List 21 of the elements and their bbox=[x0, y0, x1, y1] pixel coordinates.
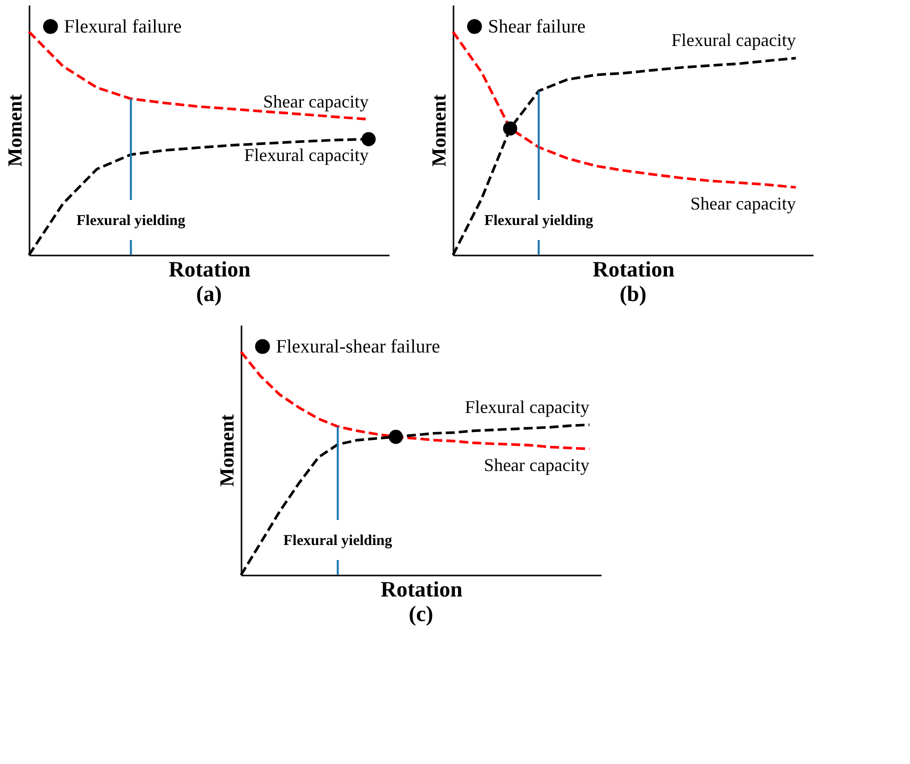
series-label: Shear capacity bbox=[263, 91, 369, 112]
y-axis-title: Moment bbox=[216, 414, 238, 487]
y-axis-title: Moment bbox=[4, 94, 26, 167]
text: Flexural yielding bbox=[283, 533, 392, 549]
text: (a) bbox=[196, 281, 222, 306]
legend-label: Shear failure bbox=[488, 16, 586, 38]
series-label: Shear capacity bbox=[690, 193, 796, 214]
text: (b) bbox=[620, 281, 646, 306]
series-label: Flexural capacity bbox=[671, 30, 796, 50]
x-axis-title: Rotation bbox=[168, 256, 250, 282]
series-label: Shear capacity bbox=[484, 454, 590, 475]
legend-label: Flexural failure bbox=[64, 16, 182, 38]
x-axis-title: Rotation bbox=[592, 256, 674, 282]
y-axis-title: Moment bbox=[428, 94, 450, 167]
x-axis-title: Rotation bbox=[380, 576, 462, 602]
text: Flexural yielding bbox=[484, 213, 594, 229]
series-label: Flexural capacity bbox=[464, 396, 590, 417]
text: Flexural yielding bbox=[76, 213, 186, 229]
series-label: Flexural capacity bbox=[244, 145, 369, 166]
text: (c) bbox=[408, 601, 434, 626]
legend-label: Flexural-shear failure bbox=[276, 336, 440, 358]
